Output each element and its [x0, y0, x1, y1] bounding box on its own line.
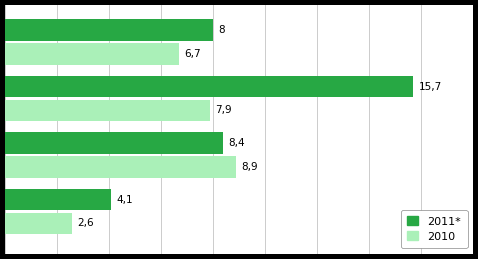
- Bar: [5, 19, 213, 41]
- Text: 15,7: 15,7: [419, 82, 442, 91]
- Bar: [5, 132, 223, 154]
- Bar: [5, 76, 413, 97]
- Text: 8: 8: [218, 25, 225, 35]
- Bar: [5, 213, 73, 234]
- Text: 8,9: 8,9: [241, 162, 258, 172]
- Bar: [5, 189, 111, 210]
- Text: 4,1: 4,1: [117, 195, 133, 205]
- Text: 7,9: 7,9: [216, 105, 232, 115]
- Legend: 2011*, 2010: 2011*, 2010: [401, 210, 467, 248]
- Text: 6,7: 6,7: [185, 49, 201, 59]
- Bar: [5, 156, 237, 177]
- Bar: [5, 43, 179, 64]
- Text: 8,4: 8,4: [228, 138, 245, 148]
- Bar: [5, 99, 210, 121]
- Text: 2,6: 2,6: [77, 218, 94, 228]
